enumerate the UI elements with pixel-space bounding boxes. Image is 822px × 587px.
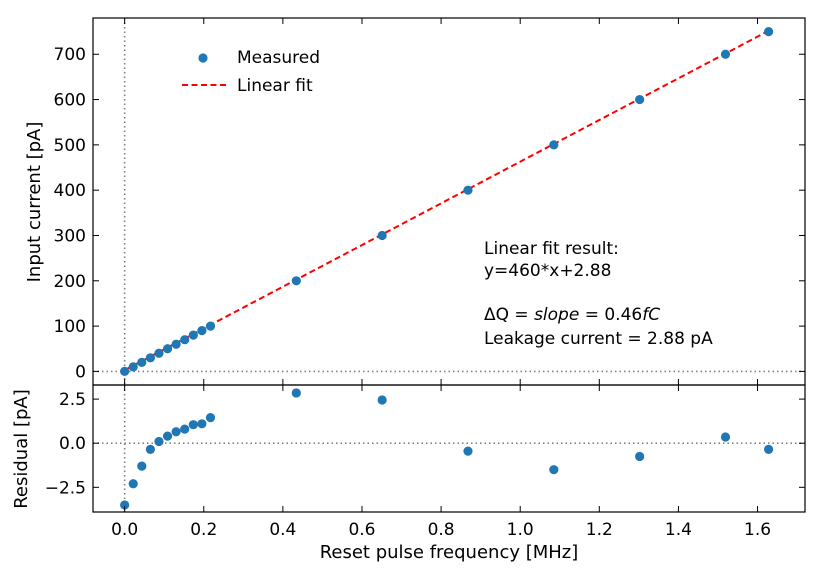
y-tick-label: −2.5 [45,478,86,498]
measured-point [154,348,164,358]
measured-point [197,326,207,336]
measured-point [162,344,173,354]
y-tick-label: 100 [54,317,86,337]
measured-point [205,321,216,331]
x-tick-label: 0.0 [111,520,138,540]
residual-point [154,436,164,447]
top-panel: 0 100 200 300 400 500 600 700 Input current [pA… [24,17,806,386]
measured-point [137,357,147,367]
residual-point [188,420,198,430]
y-tick-label: 400 [54,181,86,201]
measured-point [120,366,130,377]
residual-point [120,500,130,510]
residual-point [171,427,181,437]
fit-line [124,29,770,371]
residual-point [197,419,207,429]
x-tick-label: 0.6 [348,520,375,540]
annotation-leakage: Leakage current = 2.88 pA [484,329,713,349]
annotation-delta-q: ΔQ = slope = 0.46fC [484,305,660,325]
residual-point [377,395,387,405]
x-tick-label: 0.4 [269,520,296,540]
y-tick-label: 0 [75,362,86,382]
x-tick-label: 0.2 [190,520,217,540]
residual-point [162,431,173,441]
residual-point [205,413,216,423]
y-tick-label: 700 [54,45,86,65]
residual-point [549,465,559,475]
x-tick-label: 1.6 [744,520,771,540]
x-tick-label: 1.2 [586,520,613,540]
top-ticks: 0 100 200 300 400 500 600 700 [54,18,805,385]
measured-point [720,49,731,59]
annotation-title: Linear fit result: [484,239,619,259]
bottom-ylabel: Residual [pA] [11,389,32,509]
xlabel: Reset pulse frequency [MHz] [320,542,579,563]
measured-point [463,185,473,195]
measured-point [180,335,190,345]
bottom-plot-area [93,385,805,512]
x-tick-label: 1.4 [665,520,692,540]
residual-point [137,461,147,471]
top-plot-area [93,18,805,385]
x-tick-label: 0.8 [428,520,455,540]
y-tick-label: 2.5 [59,390,86,410]
measured-point [377,230,387,241]
bottom-panel: 0.0 0.2 0.4 0.6 0.8 1.0 1.2 1.4 1.6 −2.5 0.0 2.5 Re… [11,384,806,563]
measured-point [291,276,301,286]
residual-point [635,451,645,462]
y-tick-label: 200 [54,272,86,292]
measured-point [549,140,559,150]
measured-point [764,26,774,37]
legend-label-fit: Linear fit [237,76,313,96]
measured-point [145,353,155,363]
residual-point [180,424,190,434]
measured-point [171,339,181,349]
measured-point [128,362,138,372]
legend: Measured Linear fit [182,48,320,96]
measured-point [188,330,198,340]
annotation-equation: y=460*x+2.88 [484,261,611,281]
bottom-ticks: 0.0 0.2 0.4 0.6 0.8 1.0 1.2 1.4 1.6 −2.5 0.0 2.5 [45,385,805,540]
residual-point [463,446,473,456]
residual-point [720,432,731,442]
legend-marker-measured [198,53,208,63]
top-ylabel: Input current [pA] [24,122,45,283]
y-tick-label: 600 [54,91,86,111]
fit-annotation: Linear fit result: y=460*x+2.88 ΔQ = slo… [484,239,713,349]
legend-label-measured: Measured [237,48,320,68]
residual-point [145,444,155,454]
y-tick-label: 0.0 [59,434,86,454]
bottom-panel-frame [92,384,806,513]
residual-point [291,388,301,398]
residual-point [128,479,138,489]
y-tick-label: 500 [54,136,86,156]
residual-point [764,444,774,454]
measured-point [635,94,645,105]
y-tick-label: 300 [54,226,86,246]
x-tick-label: 1.0 [507,520,534,540]
